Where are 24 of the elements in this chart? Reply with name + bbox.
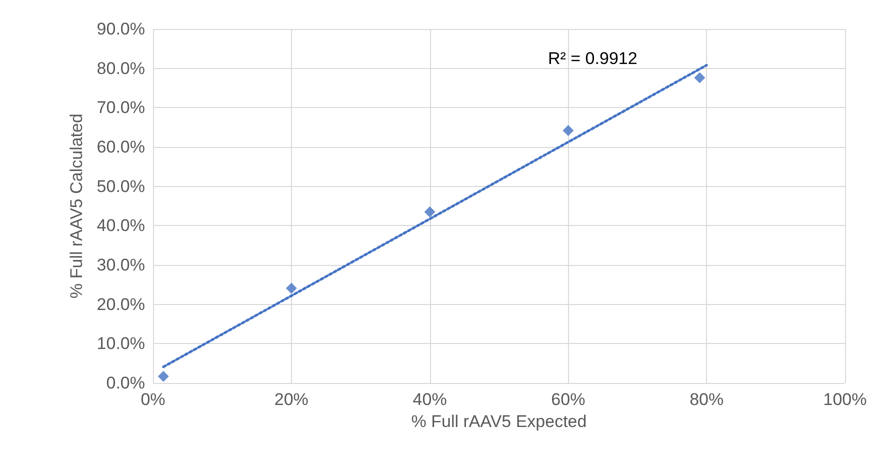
- y-tick-label: 10.0%: [96, 334, 145, 354]
- point: [562, 124, 574, 136]
- point: [424, 206, 436, 218]
- y-tick-label: 60.0%: [96, 138, 145, 156]
- x-axis-title: % Full rAAV5 Expected: [411, 412, 587, 431]
- y-axis-title: % Full rAAV5 Calculated: [67, 114, 86, 298]
- y-tick-label: 90.0%: [96, 20, 145, 38]
- x-tick-label: 0%: [140, 390, 166, 409]
- y-tick-label: 0.0%: [106, 374, 145, 392]
- x-tick-label: 20%: [274, 390, 308, 409]
- x-tick-label: 60%: [551, 390, 586, 409]
- y-tick-label: 40.0%: [96, 216, 145, 236]
- point: [158, 370, 169, 382]
- y-tick-label: 80.0%: [96, 58, 145, 78]
- y-tick-label: 70.0%: [96, 98, 145, 118]
- point: [694, 72, 706, 84]
- point: [286, 282, 297, 294]
- x-tick-label: 80%: [690, 390, 724, 409]
- x-tick-label: 40%: [412, 390, 447, 409]
- y-tick-label: 50.0%: [96, 176, 145, 196]
- annotation: R² = 0.9912: [548, 49, 638, 68]
- y-tick-label: 30.0%: [96, 256, 145, 274]
- x-tick-label: 100%: [823, 390, 867, 409]
- y-tick-label: 20.0%: [96, 294, 145, 314]
